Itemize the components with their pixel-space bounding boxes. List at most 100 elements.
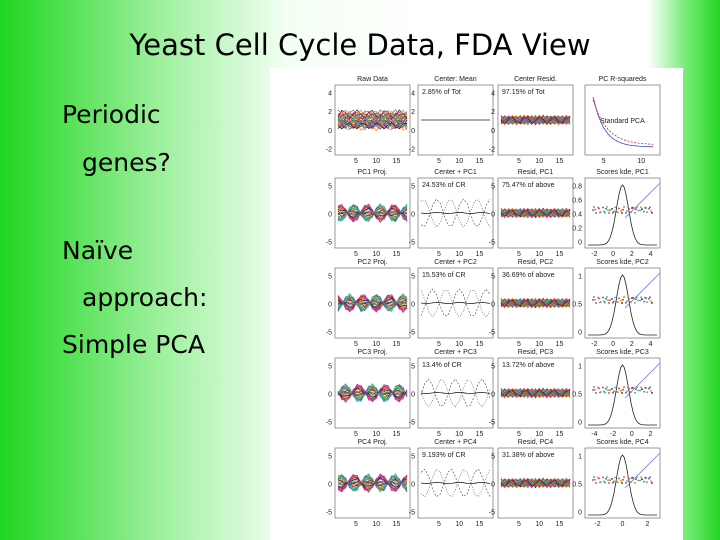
panel-frame — [497, 177, 574, 249]
x-tick-label: 15 — [393, 158, 401, 165]
plot-trace — [630, 301, 632, 303]
panel-frame — [584, 447, 661, 519]
y-tick-label: 4 — [411, 91, 415, 98]
y-tick-label: -5 — [326, 240, 332, 247]
plot-trace — [636, 206, 638, 209]
plot-trace — [420, 379, 491, 408]
plot-trace — [500, 387, 571, 399]
plot-trace — [592, 299, 594, 301]
x-tick-label: 15 — [556, 521, 564, 528]
plot-trace — [600, 211, 602, 213]
plot-trace — [608, 302, 610, 304]
y-tick-label: 0 — [578, 510, 582, 517]
plot-trace — [621, 392, 623, 394]
plot-trace — [611, 298, 613, 300]
y-tick-label: -2 — [326, 147, 332, 154]
plot-trace — [640, 476, 642, 478]
y-tick-label: 4 — [491, 91, 495, 98]
slide-title: Yeast Cell Cycle Data, FDA View — [129, 28, 591, 62]
panel-frame — [584, 267, 661, 339]
plot-trace — [637, 479, 639, 482]
plot-trace — [337, 203, 408, 222]
plot-trace — [420, 301, 491, 305]
x-tick-label: 4 — [649, 341, 653, 348]
plot-trace — [500, 298, 571, 308]
panel-note: 2.85% of Tot — [422, 89, 461, 96]
panel-title: Center + PC2 — [434, 259, 477, 266]
panel-title: PC2 Proj. — [358, 259, 388, 266]
panel-frame — [334, 357, 411, 429]
plot-trace — [623, 476, 625, 478]
x-tick-label: 15 — [556, 341, 564, 348]
plot-trace — [420, 198, 491, 227]
plot-trace — [606, 206, 608, 208]
plot-trace — [594, 298, 596, 301]
bullet-line: Periodic — [62, 100, 161, 129]
plot-trace — [337, 384, 408, 402]
plot-trace — [632, 476, 634, 479]
panel-title: Scores kde, PC2 — [596, 259, 649, 266]
panel-note: 31.38% of above — [502, 452, 555, 459]
y-tick-label: -5 — [489, 420, 495, 427]
plot-trace — [636, 296, 638, 298]
plot-trace — [607, 479, 609, 482]
plot-trace — [588, 454, 657, 516]
x-tick-label: 15 — [476, 158, 484, 165]
y-tick-label: 5 — [411, 274, 415, 281]
plot-trace — [641, 208, 643, 211]
plot-trace — [622, 298, 624, 301]
plot-trace — [500, 477, 571, 489]
panel-frame — [497, 267, 574, 339]
plot-trace — [620, 299, 622, 302]
x-tick-label: 10 — [372, 251, 380, 258]
plot-trace — [617, 391, 619, 394]
plot-trace — [337, 294, 408, 313]
y-tick-label: 5 — [491, 364, 495, 371]
x-tick-label: 2 — [649, 431, 653, 438]
plot-trace — [614, 206, 616, 209]
plot-trace — [588, 184, 657, 246]
plot-trace — [605, 297, 607, 300]
y-tick-label: 1 — [578, 454, 582, 461]
plot-trace — [607, 209, 609, 212]
plot-trace — [603, 210, 605, 213]
plot-trace — [640, 206, 642, 209]
y-tick-label: 0 — [491, 212, 495, 219]
plot-trace — [643, 390, 645, 393]
x-tick-label: 10 — [372, 341, 380, 348]
plot-trace — [420, 288, 491, 317]
plot-trace — [620, 479, 622, 482]
plot-trace — [593, 386, 595, 388]
plot-trace — [628, 297, 630, 300]
panel-note: 24.53% of CR — [422, 182, 466, 189]
plot-trace — [637, 389, 639, 392]
x-tick-label: 10 — [535, 251, 543, 258]
plot-trace — [639, 299, 641, 302]
x-tick-label: 15 — [393, 521, 401, 528]
x-tick-label: -2 — [591, 251, 597, 258]
plot-trace — [605, 387, 607, 390]
x-tick-label: 10 — [455, 341, 463, 348]
plot-trace — [646, 481, 648, 483]
plot-trace — [500, 115, 571, 125]
plot-trace — [634, 211, 636, 214]
plot-trace — [620, 389, 622, 392]
plot-trace — [595, 392, 597, 394]
panel-frame — [417, 267, 494, 339]
plot-trace — [622, 388, 624, 391]
panel-title: PC1 Proj. — [358, 169, 388, 176]
plot-trace — [630, 391, 632, 393]
plot-trace — [641, 298, 643, 301]
bullet-line: Simple PCA — [62, 330, 205, 359]
panel-title: Scores kde, PC3 — [596, 349, 649, 356]
x-tick-label: 5 — [437, 521, 441, 528]
plot-trace — [641, 478, 643, 481]
plot-trace — [598, 477, 600, 480]
y-tick-label: 1 — [578, 364, 582, 371]
panel-note: 15.53% of CR — [422, 272, 466, 279]
plot-trace — [651, 212, 653, 214]
plot-trace — [603, 300, 605, 303]
plot-trace — [595, 482, 597, 484]
plot-trace — [337, 385, 408, 401]
y-tick-label: 0 — [411, 212, 415, 219]
